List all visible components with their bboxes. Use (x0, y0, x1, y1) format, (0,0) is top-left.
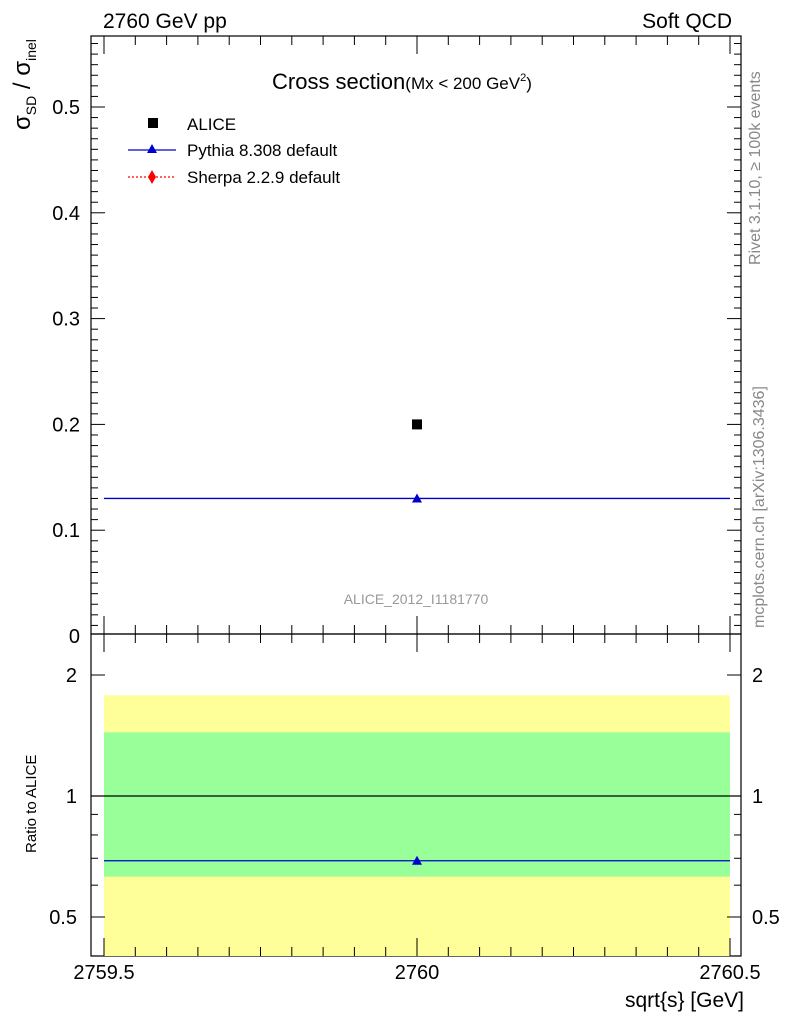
legend-marker-sherpa (148, 170, 156, 184)
y-tick-label: 0.4 (52, 203, 80, 225)
ratio-y-tick-label-left: 0.5 (49, 907, 77, 929)
chart-marks (104, 419, 730, 865)
y-axis-label: σSD / σinel (9, 39, 39, 130)
analysis-watermark: ALICE_2012_I1181770 (344, 591, 489, 607)
x-tick-label: 2760.5 (699, 962, 760, 984)
data-point-pythia (412, 493, 422, 503)
ratio-y-tick-label-right: 0.5 (752, 907, 780, 929)
ratio-y-tick-label-right: 2 (752, 665, 763, 687)
y-tick-label: 0.3 (52, 309, 80, 331)
svg-text:σSD / σinel: σSD / σinel (9, 39, 39, 130)
x-axis-label: sqrt{s} [GeV] (625, 989, 744, 1012)
y-tick-label: 0.5 (52, 97, 80, 119)
data-point-alice (412, 419, 422, 430)
y-tick-label: 0.1 (52, 520, 80, 542)
x-tick-label: 2760 (395, 962, 440, 984)
ratio-band-inner (104, 732, 730, 877)
legend-label-alice: ALICE (187, 115, 236, 134)
ratio-y-tick-label-left: 1 (66, 786, 77, 808)
legend: ALICE Pythia 8.308 default Sherpa 2.2.9 … (128, 115, 340, 187)
svg-text:Rivet 3.1.10, ≥ 100k events: Rivet 3.1.10, ≥ 100k events (747, 71, 764, 265)
plot-title: Cross section(Mx < 200 GeV2) (272, 69, 532, 94)
axis-ticks: 0 0.1 0.2 0.3 0.4 0.5 2759.5 2760 2760.5 0.5 0.5 1 1… (49, 36, 780, 984)
svg-text:Ratio to ALICE: Ratio to ALICE (23, 755, 40, 853)
rivet-label: Rivet 3.1.10, ≥ 100k events (747, 71, 764, 265)
legend-marker-pythia (147, 144, 157, 153)
legend-label-sherpa: Sherpa 2.2.9 default (187, 168, 340, 187)
legend-label-pythia: Pythia 8.308 default (187, 141, 338, 160)
mcplots-label: mcplots.cern.ch [arXiv:1306.3436] (751, 386, 768, 628)
header-right: Soft QCD (642, 10, 732, 33)
y-tick-label: 0 (69, 626, 80, 648)
x-tick-label: 2759.5 (73, 962, 134, 984)
header-left: 2760 GeV pp (103, 10, 227, 33)
y-tick-label: 0.2 (52, 414, 80, 436)
svg-text:mcplots.cern.ch [arXiv:1306.34: mcplots.cern.ch [arXiv:1306.3436] (751, 386, 768, 628)
ratio-y-axis-label: Ratio to ALICE (23, 755, 40, 853)
ratio-y-tick-label-right: 1 (752, 786, 763, 808)
legend-marker-alice (148, 118, 158, 128)
ratio-y-tick-label-left: 2 (66, 665, 77, 687)
ratio-point-pythia (412, 855, 422, 865)
